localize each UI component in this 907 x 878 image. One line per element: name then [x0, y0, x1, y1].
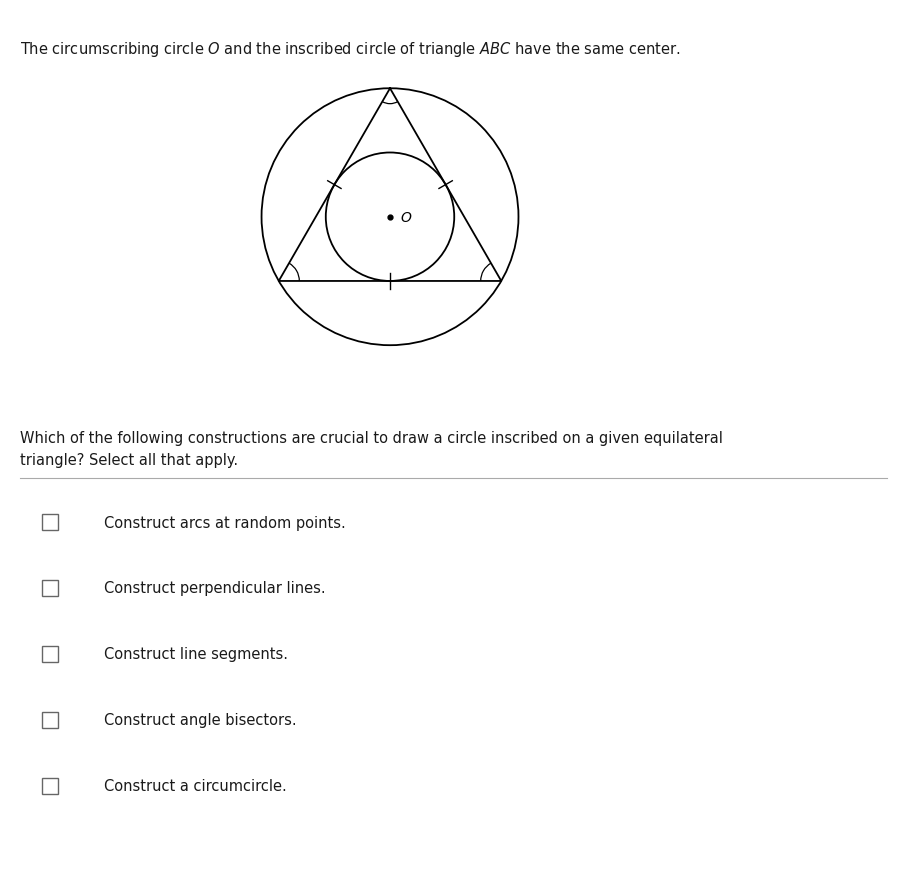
Text: $\mathit{O}$: $\mathit{O}$ — [400, 211, 413, 225]
Text: Construct perpendicular lines.: Construct perpendicular lines. — [104, 580, 326, 596]
Text: Construct a circumcircle.: Construct a circumcircle. — [104, 778, 287, 794]
Text: Construct line segments.: Construct line segments. — [104, 646, 288, 662]
Text: The circumscribing circle $O$ and the inscribed circle of triangle $ABC$ have th: The circumscribing circle $O$ and the in… — [20, 40, 680, 59]
Text: Which of the following constructions are crucial to draw a circle inscribed on a: Which of the following constructions are… — [20, 430, 723, 467]
Text: Construct angle bisectors.: Construct angle bisectors. — [104, 712, 297, 728]
Text: Construct arcs at random points.: Construct arcs at random points. — [104, 515, 346, 530]
